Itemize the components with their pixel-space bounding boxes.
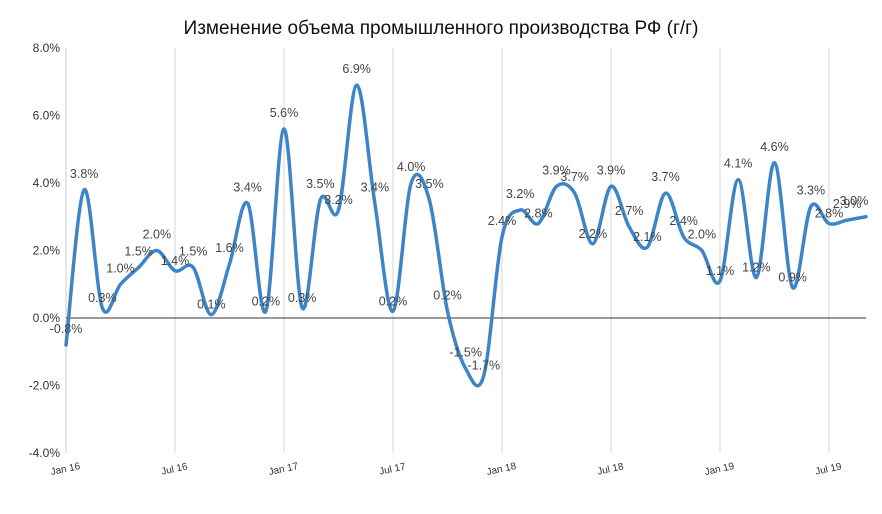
data-label: 3.2% [324,193,353,207]
data-label: -1.7% [468,358,501,372]
data-label: 2.0% [143,228,172,242]
series-line [64,83,868,388]
x-tick-label: Jul 18 [596,461,625,477]
data-label: 0.2% [252,294,281,308]
data-label: 1.4% [161,254,190,268]
data-label: 2.4% [488,214,517,228]
data-labels: -0.8%3.8%0.3%1.0%1.5%2.0%1.4%1.5%0.1%1.6… [50,62,869,372]
data-label: 3.0% [840,194,869,208]
data-label: 1.1% [706,264,735,278]
x-tick-label: Jul 19 [814,461,843,477]
data-label: 0.2% [379,294,408,308]
data-label: 0.1% [197,298,226,312]
data-label: 1.5% [179,244,208,258]
axes: -4.0% -2.0% 0.0% 2.0% 4.0% 6.0% 8.0% Jan 16 Jul … [29,41,866,478]
y-tick-label: 2.0% [33,244,61,258]
data-label: 2.8% [815,207,844,221]
data-label: 0.3% [88,291,117,305]
data-label: 1.2% [742,261,771,275]
y-tick-label: -2.0% [29,379,61,393]
data-label: 3.5% [415,177,444,191]
y-tick-label: 4.0% [33,176,61,190]
chart-title: Изменение объема промышленного производс… [183,18,699,39]
data-label: 4.1% [724,157,753,171]
data-label: 4.0% [397,160,426,174]
industrial-production-line [64,83,868,388]
data-label: 2.9% [833,197,862,211]
y-tick-label: 6.0% [33,109,61,123]
x-tick-label: Jan 18 [486,461,518,478]
data-label: 0.3% [288,291,317,305]
data-label: 3.2% [506,187,535,201]
data-label: -0.8% [50,322,83,336]
data-label: 5.6% [270,106,299,120]
grid-lines [174,48,830,453]
x-tick-label: Jan 19 [704,461,736,478]
y-tick-label: 8.0% [33,41,61,55]
data-label: 1.0% [106,261,135,275]
data-label: 1.5% [124,244,153,258]
data-label: 3.4% [233,180,262,194]
data-label: -1.5% [449,346,482,360]
x-tick-label: Jan 16 [50,461,82,478]
data-label: 6.9% [342,62,371,76]
data-label: 1.6% [215,241,244,255]
data-label: 0.2% [433,288,462,302]
data-label: 2.7% [615,204,644,218]
x-tick-label: Jul 16 [160,461,189,477]
data-label: 3.5% [306,177,335,191]
data-label: 3.9% [542,163,571,177]
data-label: 2.1% [633,230,662,244]
data-label: 2.0% [688,228,717,242]
data-label: 3.4% [361,180,390,194]
data-label: 3.7% [651,170,680,184]
y-tick-label: -4.0% [29,446,61,460]
data-label: 4.6% [760,140,789,154]
data-label: 3.7% [560,170,589,184]
data-label: 3.3% [797,184,826,198]
data-label: 2.8% [524,207,553,221]
data-label: 2.2% [579,227,608,241]
data-label: 3.8% [70,167,99,181]
data-label: 3.9% [597,163,626,177]
data-label: 2.4% [669,214,698,228]
data-label: 0.9% [778,271,807,285]
x-tick-label: Jan 17 [268,461,300,478]
x-tick-label: Jul 17 [378,461,407,477]
y-tick-label: 0.0% [33,311,61,325]
